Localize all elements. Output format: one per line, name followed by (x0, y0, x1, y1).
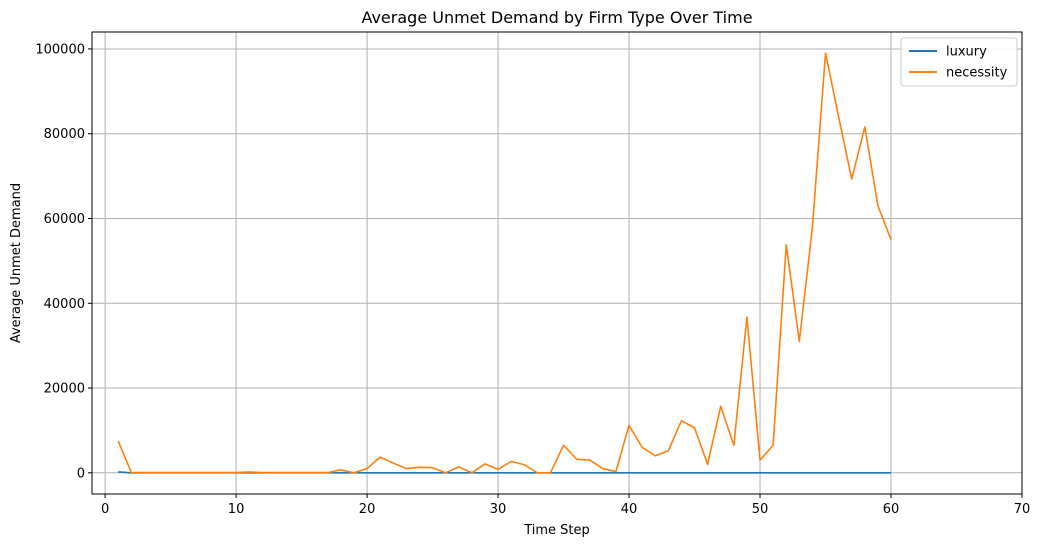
x-tick-label: 40 (621, 502, 638, 517)
legend: luxury necessity (900, 37, 1018, 87)
plot-frame (91, 31, 1023, 495)
y-tick-label: 0 (77, 466, 85, 481)
y-tick-label: 80000 (44, 127, 85, 142)
x-tick-label: 20 (359, 502, 376, 517)
x-tick-label: 30 (490, 502, 507, 517)
y-tick-label: 40000 (44, 297, 85, 312)
grid (92, 32, 1023, 494)
x-tick-label: 70 (1014, 502, 1031, 517)
x-tick-label: 10 (228, 502, 245, 517)
y-axis-label: Average Unmet Demand (9, 183, 24, 343)
y-tick-label: 100000 (35, 42, 85, 57)
x-tick-label: 60 (883, 502, 900, 517)
x-axis-ticks: 0 10 20 30 40 50 60 70 (101, 494, 1030, 517)
y-tick-label: 60000 (44, 212, 85, 227)
chart-title: Average Unmet Demand by Firm Type Over T… (361, 8, 752, 27)
x-axis-label: Time Step (523, 523, 590, 538)
x-tick-label: 50 (752, 502, 769, 517)
legend-label-luxury: luxury (946, 45, 987, 60)
y-axis-ticks: 0 20000 40000 60000 80000 100000 (35, 42, 92, 481)
series-line-necessity (117, 52, 892, 474)
series-layer (117, 52, 892, 474)
legend-label-necessity: necessity (946, 66, 1008, 81)
y-tick-label: 20000 (44, 382, 85, 397)
x-tick-label: 0 (101, 502, 109, 517)
